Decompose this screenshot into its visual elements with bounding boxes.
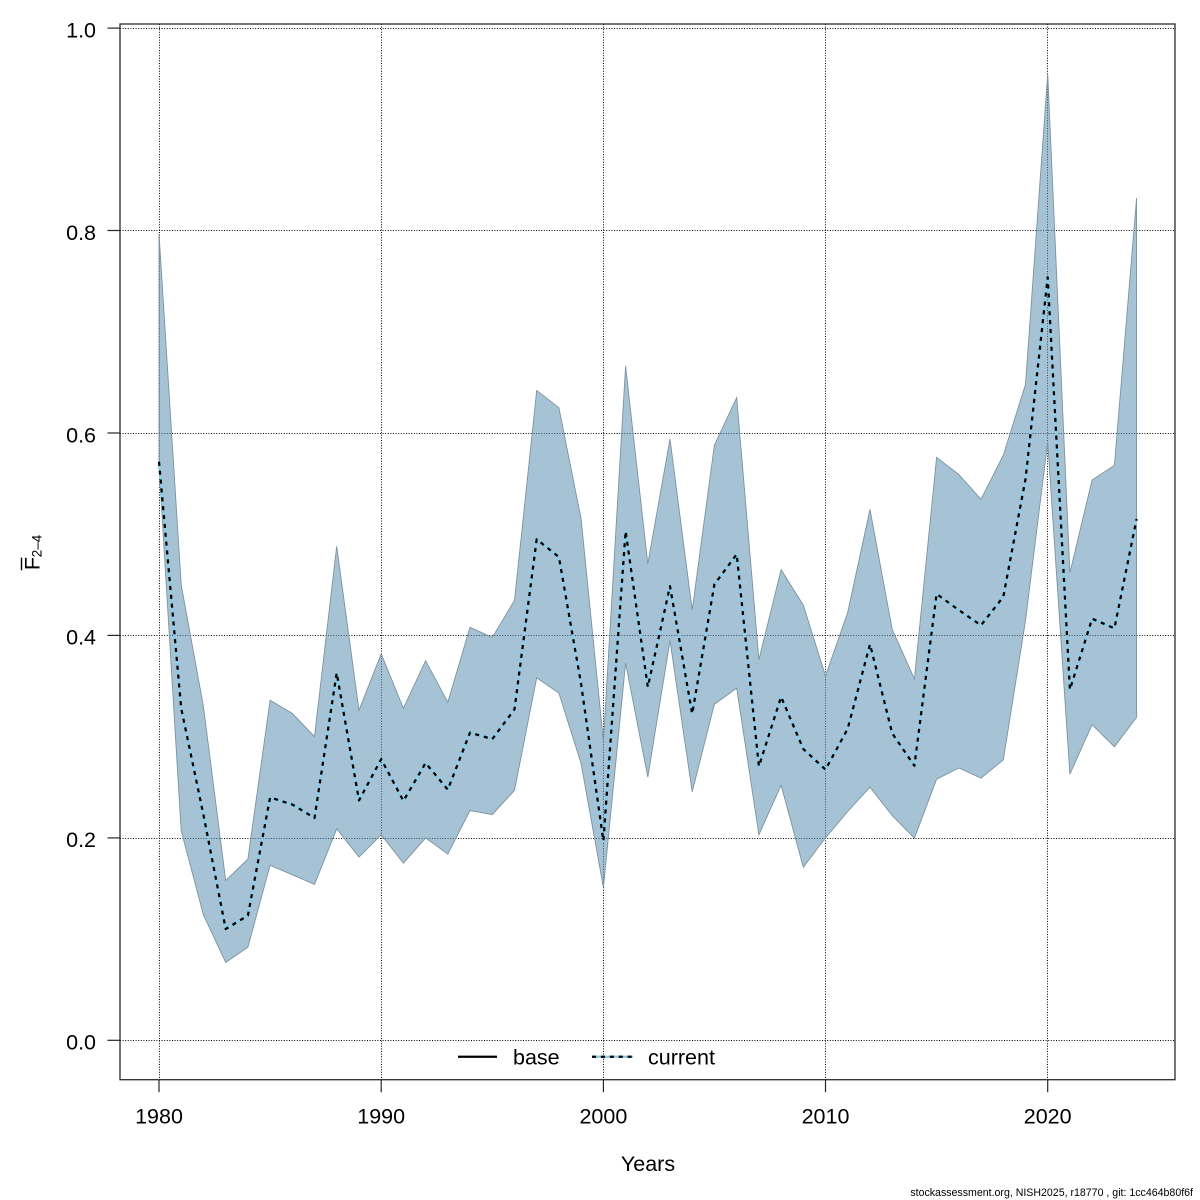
svg-text:current: current — [648, 1046, 715, 1070]
svg-text:0.0: 0.0 — [66, 1031, 96, 1055]
svg-text:1.0: 1.0 — [66, 18, 96, 42]
svg-text:0.4: 0.4 — [66, 626, 96, 650]
svg-text:2000: 2000 — [579, 1105, 627, 1129]
svg-text:2–4: 2–4 — [30, 534, 45, 557]
svg-text:2020: 2020 — [1024, 1105, 1072, 1129]
svg-text:0.6: 0.6 — [66, 423, 96, 447]
svg-text:0.8: 0.8 — [66, 221, 96, 245]
svg-text:1980: 1980 — [135, 1105, 183, 1129]
svg-text:F: F — [21, 557, 45, 570]
svg-text:1990: 1990 — [357, 1105, 405, 1129]
svg-text:stockassessment.org, NISH2025,: stockassessment.org, NISH2025, r18770 , … — [910, 1187, 1193, 1199]
svg-text:0.2: 0.2 — [66, 828, 96, 852]
svg-text:Years: Years — [621, 1152, 675, 1176]
svg-text:2010: 2010 — [802, 1105, 850, 1129]
svg-text:base: base — [513, 1046, 560, 1070]
